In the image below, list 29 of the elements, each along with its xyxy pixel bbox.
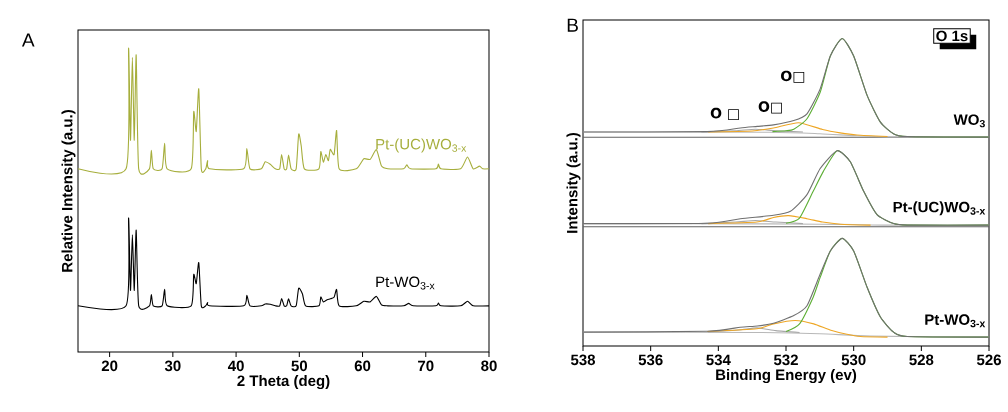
annotation: O□: [781, 70, 805, 83]
x-tick-label: 536: [638, 354, 663, 366]
annotation: O 1s: [936, 30, 968, 42]
x-axis-title: 2 Theta (deg): [237, 375, 330, 390]
series-label: Pt-WO$_{3-x}$: [376, 276, 435, 290]
x-tick-label: 40: [227, 360, 244, 372]
x-axis-title: Binding Energy (ev): [716, 369, 857, 384]
series-label: WO$_{3}$: [953, 114, 985, 128]
x-tick-label: 80: [481, 360, 497, 372]
x-tick-label: 538: [570, 354, 596, 366]
x-tick-label: 60: [354, 360, 371, 372]
series-label: Pt-(UC)WO$_{3-x}$: [893, 201, 986, 216]
x-tick-label: 530: [841, 354, 866, 366]
x-tick-label: 50: [291, 360, 308, 372]
x-tick-label: 534: [706, 354, 731, 366]
y-axis-title: Intensity (a.u.): [566, 132, 581, 233]
chart-title: A: [21, 33, 35, 47]
annotation: O □: [710, 107, 739, 120]
x-tick-label: 528: [909, 354, 934, 366]
y-axis-title: Relative Intensity (a.u.): [61, 110, 76, 272]
x-tick-label: 532: [773, 354, 798, 366]
chart-title: B: [567, 18, 578, 32]
series-label: Pt-(UC)WO$_{3-x}$: [376, 138, 467, 153]
annotation: O□: [758, 101, 782, 114]
series-label: Pt-WO$_{3-x}$: [925, 314, 986, 328]
x-tick-label: 526: [976, 354, 1001, 366]
x-tick-label: 20: [101, 360, 118, 372]
x-tick-label: 70: [418, 360, 434, 372]
x-tick-label: 30: [164, 360, 181, 372]
